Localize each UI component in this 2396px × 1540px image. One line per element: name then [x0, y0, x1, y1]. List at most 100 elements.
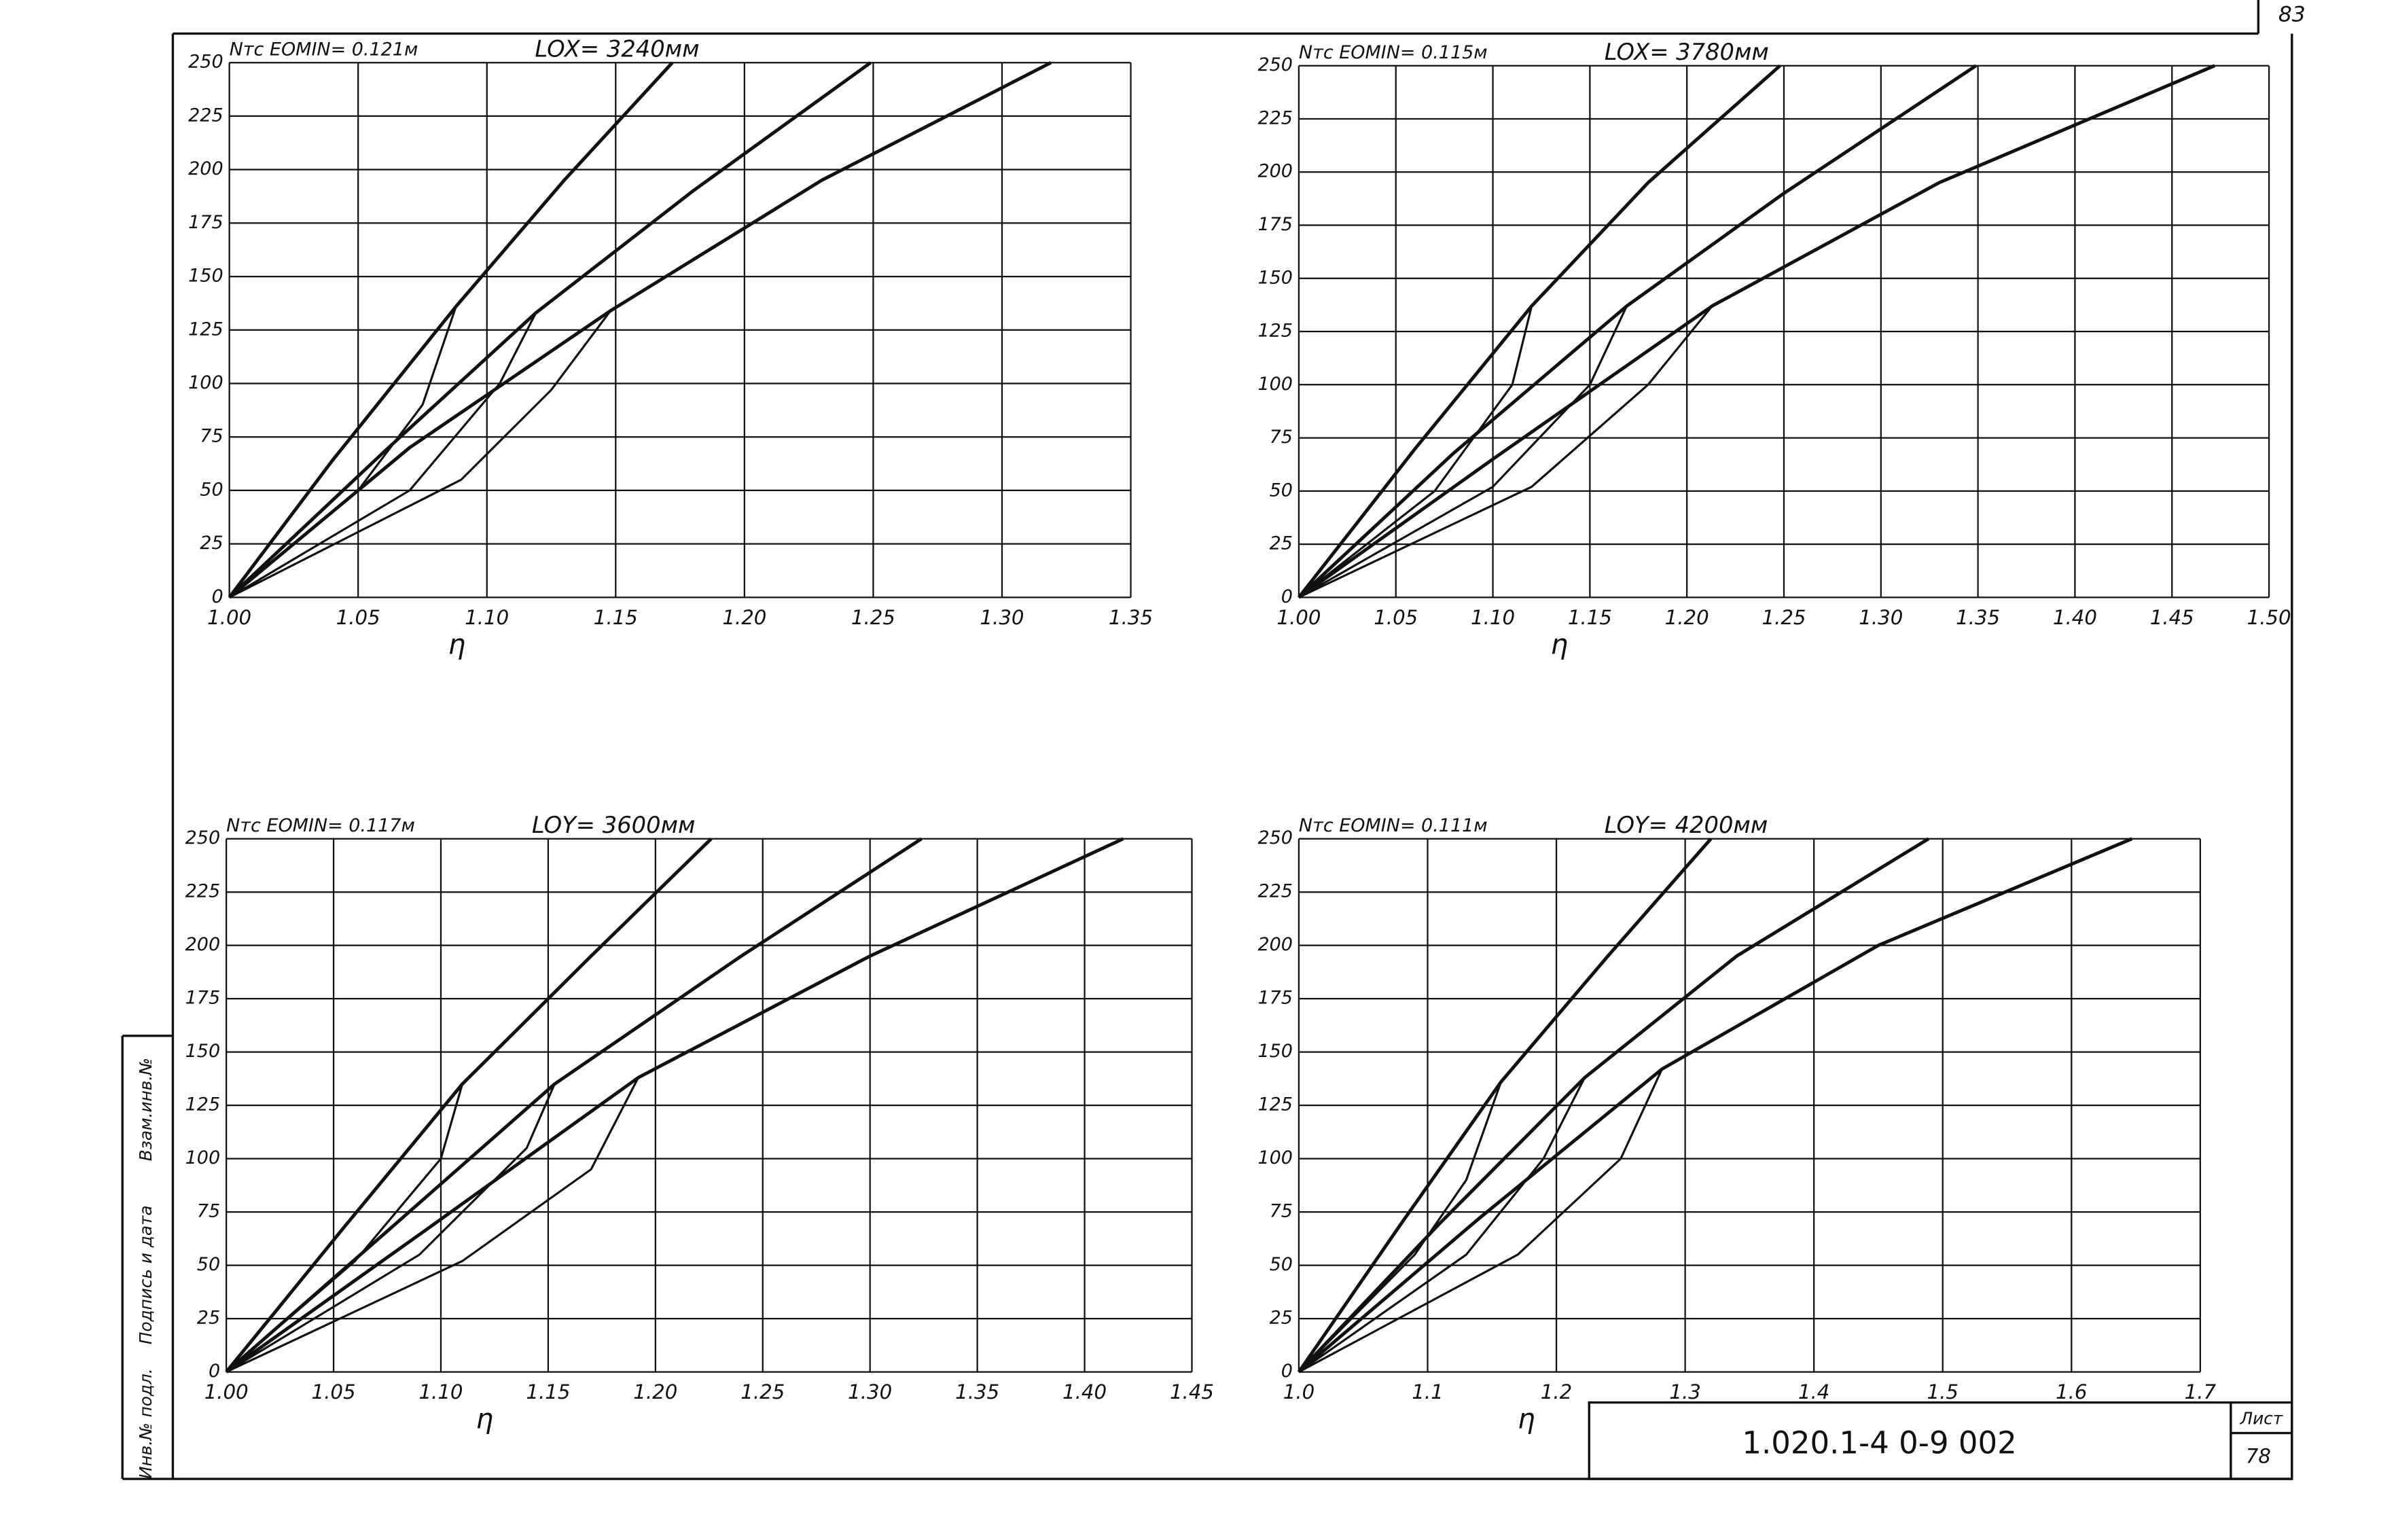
side-label: Подпись и дата [136, 1205, 156, 1344]
y-tick-label: 125 [1257, 1094, 1292, 1115]
x-tick-label: 1.5 [1927, 1380, 1958, 1403]
series-line [226, 1084, 464, 1373]
stamp-designation: 1.020.1-4 0-9 002 [1742, 1425, 2016, 1461]
y-tick-label: 150 [1257, 267, 1292, 288]
x-tick-label: 1.30 [1859, 606, 1903, 629]
series-line [1298, 1081, 1503, 1373]
x-tick-label: 1.05 [312, 1380, 356, 1403]
x-axis-label: η [1551, 628, 1569, 660]
y-tick-label: 150 [185, 1041, 220, 1062]
x-tick-label: 1.35 [1109, 606, 1153, 629]
series-line [1298, 305, 1713, 598]
chart-title: Nтс EOMIN= 0.117м [226, 815, 415, 836]
x-tick-label: 1.20 [1665, 606, 1709, 629]
x-tick-label: 1.7 [2185, 1380, 2217, 1403]
series-line [1298, 1069, 1663, 1373]
y-tick-label: 200 [185, 934, 220, 955]
y-tick-label: 125 [185, 1094, 220, 1115]
x-tick-label: 1.25 [740, 1380, 785, 1403]
y-tick-label: 200 [188, 158, 223, 179]
x-tick-label: 1.10 [1471, 606, 1515, 629]
y-tick-label: 75 [200, 426, 223, 447]
x-tick-label: 1.6 [2056, 1380, 2087, 1403]
y-tick-label: 225 [1257, 107, 1292, 128]
x-tick-label: 1.05 [1374, 606, 1418, 629]
y-tick-label: 50 [197, 1254, 220, 1275]
y-tick-label: 0 [211, 586, 223, 607]
y-tick-label: 125 [188, 319, 223, 340]
y-tick-label: 100 [1257, 374, 1292, 395]
x-tick-label: 1.3 [1669, 1380, 1700, 1403]
series-line [228, 306, 457, 598]
x-tick-label: 1.15 [526, 1380, 570, 1403]
x-tick-label: 1.15 [1568, 606, 1612, 629]
x-tick-label: 1.45 [2150, 606, 2194, 629]
chart-subtitle: LOY= 3600мм [532, 812, 696, 838]
x-tick-label: 1.50 [2247, 606, 2291, 629]
x-tick-label: 1.1 [1412, 1380, 1443, 1403]
x-axis-label: η [1518, 1403, 1535, 1435]
y-tick-label: 250 [188, 52, 223, 73]
y-tick-label: 200 [1257, 161, 1292, 182]
x-tick-label: 1.20 [722, 606, 766, 629]
y-tick-label: 150 [188, 266, 223, 287]
y-tick-label: 50 [200, 479, 223, 500]
y-tick-label: 0 [1281, 1361, 1293, 1382]
y-tick-label: 225 [185, 881, 220, 902]
series-line [1298, 305, 1628, 598]
x-tick-label: 1.40 [2053, 606, 2097, 629]
y-tick-label: 50 [1270, 480, 1293, 501]
x-tick-label: 1.45 [1170, 1380, 1214, 1403]
series-line [226, 1077, 639, 1374]
series-line [1298, 306, 1533, 598]
y-tick-label: 25 [197, 1308, 220, 1329]
series-line [228, 312, 537, 598]
series-line [228, 310, 611, 598]
x-tick-label: 1.35 [955, 1380, 999, 1403]
x-tick-label: 1.30 [848, 1380, 892, 1403]
x-tick-label: 1.35 [1956, 606, 2000, 629]
stamp-sheet: 78 [2246, 1445, 2271, 1468]
frame [121, 0, 2293, 1480]
y-tick-label: 150 [1257, 1041, 1292, 1062]
y-tick-label: 250 [1257, 827, 1292, 848]
y-tick-label: 100 [185, 1147, 220, 1168]
y-tick-label: 200 [1257, 934, 1292, 955]
x-tick-label: 1.05 [336, 606, 380, 629]
y-tick-label: 175 [185, 988, 220, 1009]
x-tick-label: 1.2 [1541, 1380, 1572, 1403]
chart-title: Nтс EOMIN= 0.111м [1299, 815, 1488, 836]
stamp-sheet-label: Лист [2239, 1408, 2283, 1428]
y-tick-label: 250 [185, 827, 220, 848]
y-tick-label: 0 [209, 1361, 220, 1382]
y-tick-label: 225 [188, 105, 223, 126]
side-label: Инв.№ подл. [136, 1368, 156, 1479]
x-tick-label: 1.25 [851, 606, 895, 629]
x-axis-label: η [448, 628, 466, 660]
x-tick-label: 1.40 [1062, 1380, 1107, 1403]
chart-subtitle: LOX= 3240мм [535, 36, 699, 62]
x-tick-label: 1.00 [204, 1380, 249, 1403]
x-tick-label: 1.15 [594, 606, 638, 629]
y-tick-label: 75 [1270, 427, 1293, 448]
x-tick-label: 1.0 [1283, 1380, 1315, 1403]
chart-title: Nтс EOMIN= 0.115м [1299, 42, 1488, 63]
series-line [1298, 1077, 1586, 1373]
y-tick-label: 225 [1257, 881, 1292, 902]
x-tick-label: 1.10 [465, 606, 509, 629]
chart-subtitle: LOY= 4200мм [1605, 812, 1768, 838]
x-tick-label: 1.00 [207, 606, 251, 629]
series-line [1297, 838, 1713, 1374]
y-tick-label: 25 [1270, 1308, 1293, 1329]
y-tick-label: 50 [1270, 1254, 1293, 1275]
y-tick-label: 75 [1270, 1201, 1293, 1222]
x-tick-label: 1.4 [1798, 1380, 1829, 1403]
series-line [226, 1084, 556, 1373]
y-tick-label: 25 [200, 533, 223, 554]
x-tick-label: 1.20 [633, 1380, 677, 1403]
y-tick-label: 75 [197, 1201, 220, 1222]
chart-subtitle: LOX= 3780мм [1605, 39, 1769, 65]
x-tick-label: 1.10 [418, 1380, 463, 1403]
y-tick-label: 100 [188, 372, 223, 393]
